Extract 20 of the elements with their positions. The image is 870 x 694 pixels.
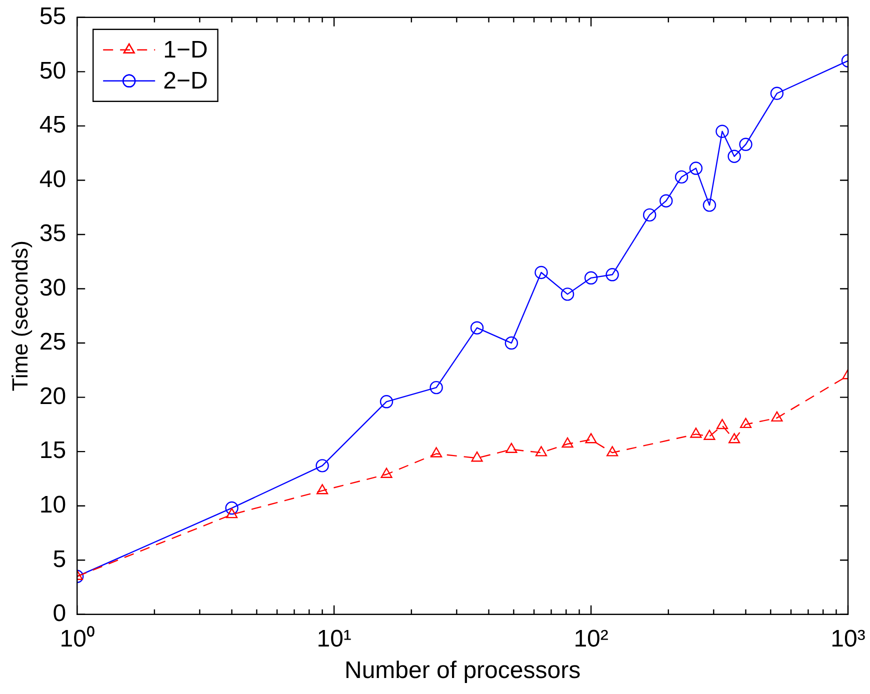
y-tick-label: 20 xyxy=(39,382,66,410)
y-tick-label: 35 xyxy=(39,220,66,248)
x-axis-title: Number of processors xyxy=(344,657,581,684)
y-tick-label: 55 xyxy=(39,3,66,30)
y-tick-label: 40 xyxy=(39,166,66,193)
y-axis-title: Time (seconds) xyxy=(7,240,32,392)
y-tick-label: 45 xyxy=(39,112,66,139)
legend-label: 2−D xyxy=(163,68,208,95)
y-tick-label: 10 xyxy=(39,491,66,518)
x-tick-label: 10³ xyxy=(830,625,866,652)
y-tick-label: 30 xyxy=(39,274,66,302)
y-tick-label: 50 xyxy=(39,57,66,84)
legend-label: 1−D xyxy=(163,36,208,64)
x-tick-label: 10¹ xyxy=(316,625,352,652)
y-tick-label: 25 xyxy=(39,328,66,356)
y-tick-label: 15 xyxy=(39,437,66,464)
x-tick-label: 10⁰ xyxy=(60,625,94,652)
x-tick-label: 10² xyxy=(574,625,608,652)
y-tick-label: 0 xyxy=(52,600,66,628)
y-tick-label: 5 xyxy=(52,546,66,573)
